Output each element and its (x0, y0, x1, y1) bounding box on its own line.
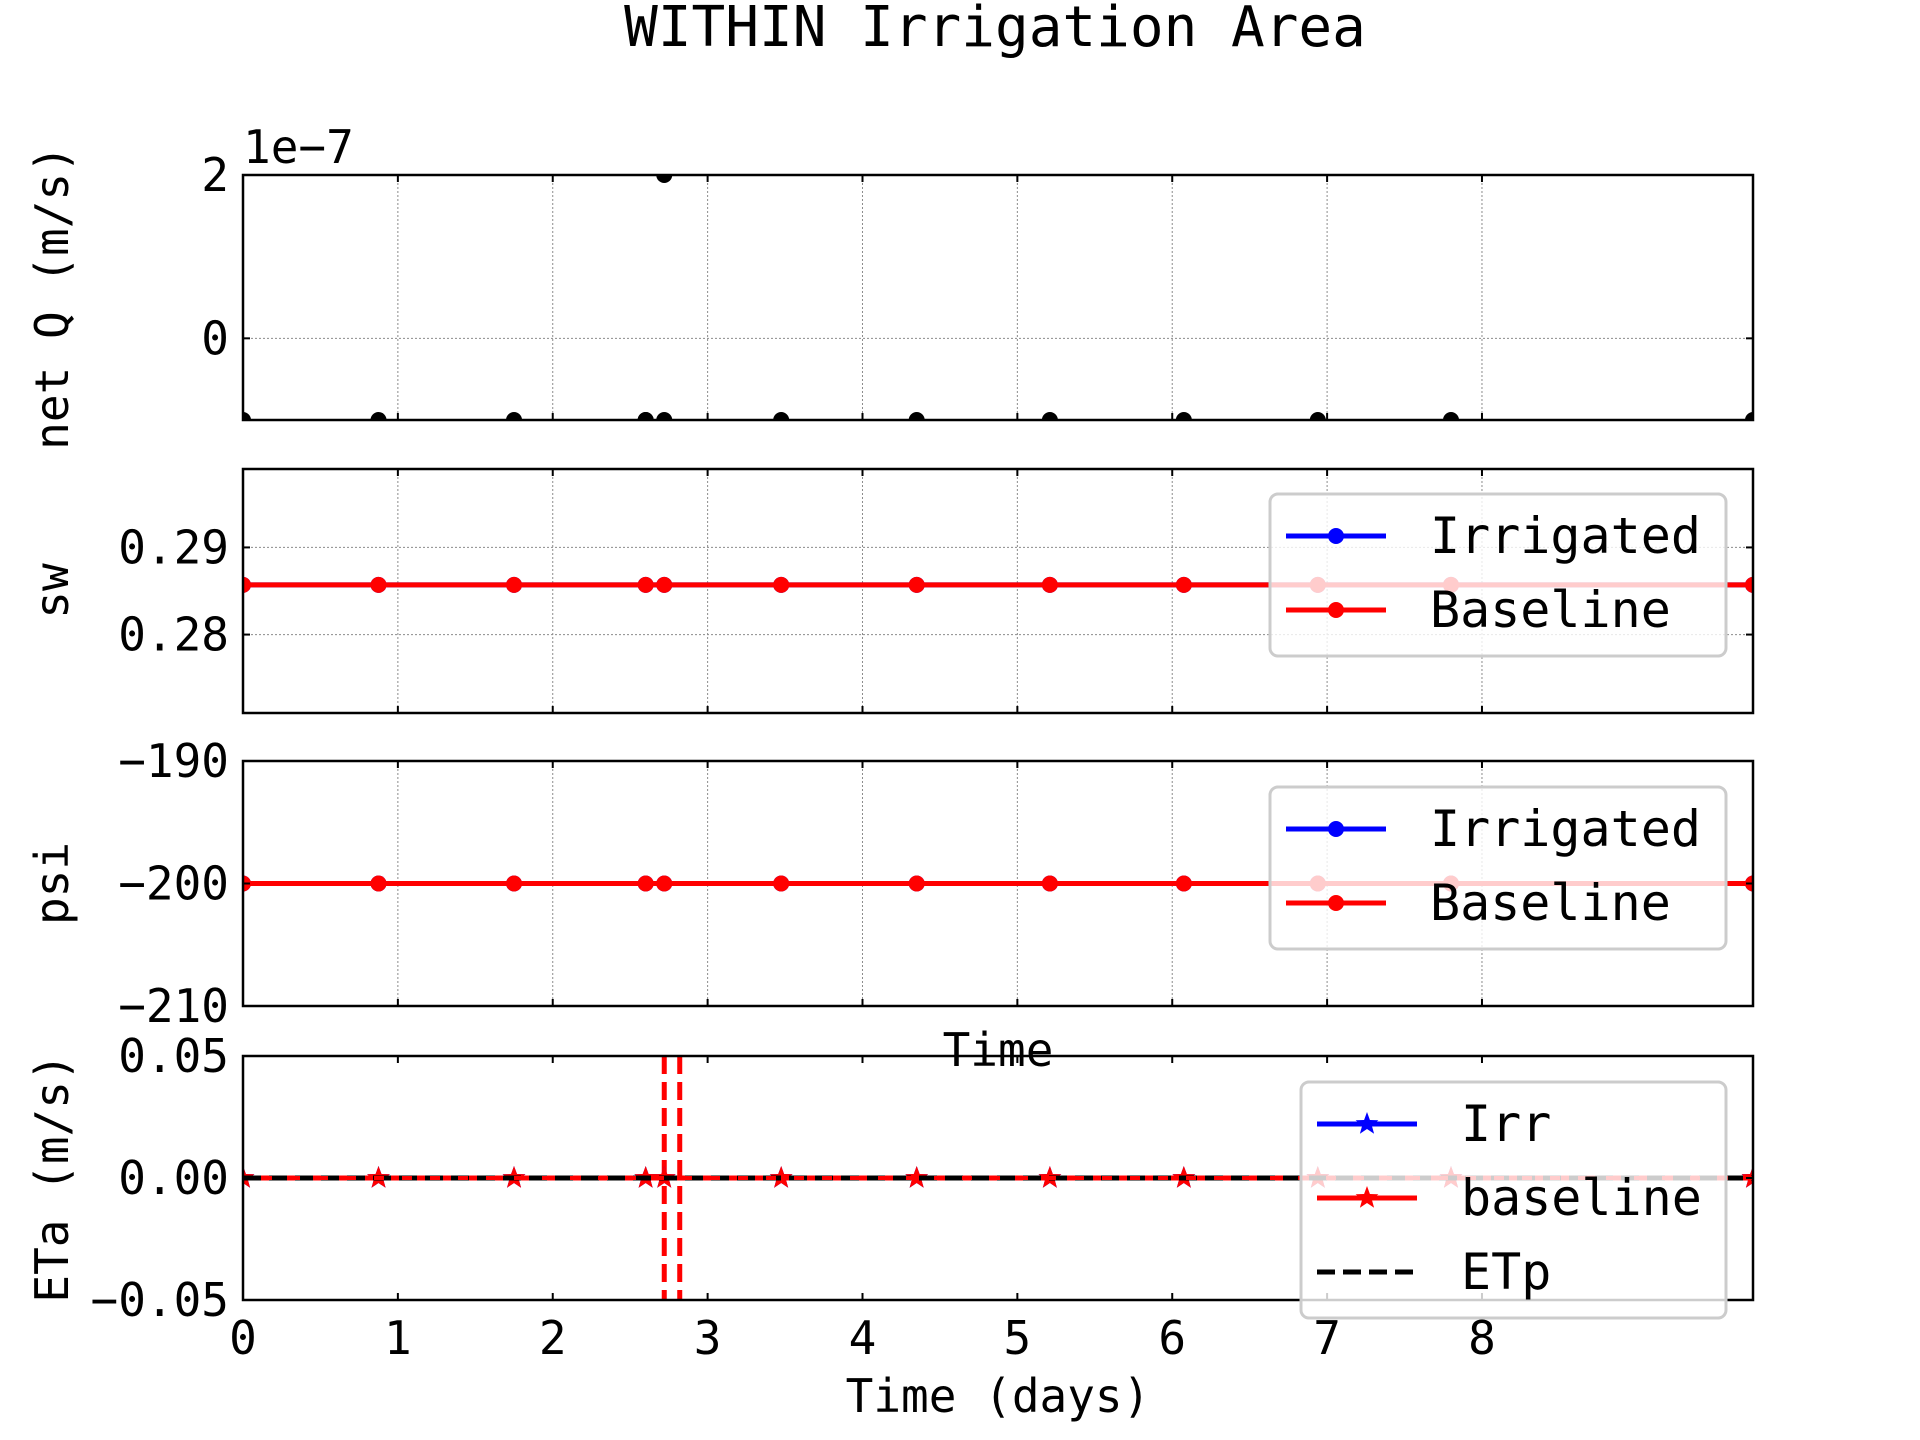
series-netq-point (656, 175, 673, 183)
y-axis-label: net Q (m/s) (25, 145, 79, 450)
ticks: −0.05 0.00 0.05 0 1 2 3 4 5 6 7 8 (91, 1029, 1753, 1365)
x-tick-label: 1 (384, 1311, 412, 1365)
y-tick-label: 0.00 (118, 1151, 229, 1205)
panel-eta: −0.05 0.00 0.05 0 1 2 3 4 5 6 7 8 ETa (m/s) Time (day… (25, 1029, 1755, 1423)
legend-label-irrigated: Irrigated (1430, 507, 1701, 565)
x-axis-label: Time (943, 1023, 1054, 1077)
series-netq-point (637, 412, 654, 420)
series-baseline-point (656, 875, 673, 892)
axes-frame (241, 467, 1755, 715)
legend-label-baseline: Baseline (1430, 581, 1671, 639)
y-tick-label: 0.05 (118, 1029, 229, 1083)
figure-title: WITHIN Irrigation Area (624, 0, 1366, 60)
series-baseline-point (1175, 875, 1192, 892)
legend-label-baseline: Baseline (1430, 874, 1671, 932)
y-tick-label: 2 (201, 148, 229, 202)
series-baseline-point (905, 1166, 929, 1188)
panel-psi: −210 −200 −190 psi Time Irrigated Baseline (25, 734, 1755, 1077)
series-netq-point (773, 412, 790, 420)
series-baseline-point (506, 875, 523, 892)
y-tick-label: 0.28 (118, 608, 229, 662)
series-baseline-point (1041, 576, 1058, 593)
x-tick-label: 8 (1468, 1311, 1496, 1365)
series-baseline-point (1041, 875, 1058, 892)
x-tick-label: 3 (694, 1311, 722, 1365)
series-baseline-point (243, 576, 251, 593)
legend-label-etp: ETp (1461, 1243, 1551, 1301)
y-tick-label: 0.29 (118, 520, 229, 574)
y-tick-label: −200 (118, 857, 229, 911)
series-netq-point (656, 412, 673, 420)
x-tick-label: 6 (1158, 1311, 1186, 1365)
legend-marker-irr (1355, 1112, 1379, 1134)
grid-lines (243, 174, 1753, 420)
x-tick-label: 0 (229, 1311, 257, 1365)
series-baseline-point (1175, 576, 1192, 593)
x-tick-label: 7 (1313, 1311, 1341, 1365)
y-axis-label: ETa (m/s) (25, 1053, 79, 1302)
x-axis-label: Time (days) (846, 1369, 1151, 1423)
y-tick-label: −190 (118, 734, 229, 788)
legend-marker-baseline (1355, 1186, 1379, 1208)
legend-marker-baseline (1328, 602, 1344, 618)
series-baseline-point (637, 875, 654, 892)
y-tick-label: −210 (118, 979, 229, 1033)
legend-marker-irrigated (1328, 528, 1344, 544)
series-baseline-point (908, 875, 925, 892)
series-netq-point (506, 412, 523, 420)
series-baseline-point (506, 576, 523, 593)
x-tick-label: 2 (539, 1311, 567, 1365)
x-tick-label: 5 (1004, 1311, 1032, 1365)
series-netq-point (1041, 412, 1058, 420)
legend-label-irr: Irr (1461, 1095, 1551, 1153)
y-offset-label: 1e−7 (243, 120, 354, 174)
legend-marker-irrigated (1328, 821, 1344, 837)
legend-label-irrigated: Irrigated (1430, 800, 1701, 858)
series-baseline-point (370, 576, 387, 593)
axes-frame (241, 173, 1755, 422)
x-tick-label: 4 (849, 1311, 877, 1365)
series-baseline-point (908, 576, 925, 593)
series-baseline-point (637, 576, 654, 593)
ticks: 02 (201, 148, 1753, 420)
y-tick-label: 0 (201, 311, 229, 365)
legend: Irr baseline ETp (1299, 1080, 1728, 1320)
legend-box (1299, 1080, 1728, 1320)
y-axis-label: psi (25, 842, 79, 925)
series-netq (243, 175, 1753, 420)
legend: Irrigated Baseline (1268, 785, 1728, 951)
series-netq-point (1309, 412, 1326, 420)
series-baseline-point-edge (1745, 576, 1753, 593)
series-netq-point (908, 412, 925, 420)
panel-sw: 0.28 0.29 sw Irrigated Baseline (25, 467, 1755, 715)
legend-marker-baseline (1328, 895, 1344, 911)
series-netq-point (243, 412, 251, 420)
ticks: 0.28 0.29 (118, 469, 1753, 713)
legend: Irrigated Baseline (1268, 492, 1728, 658)
series-netq-point (1443, 412, 1459, 420)
y-tick-label: −0.05 (91, 1273, 229, 1327)
series-baseline-point (769, 1166, 793, 1188)
legend-label-baseline: baseline (1461, 1169, 1702, 1227)
series-baseline-point (656, 576, 673, 593)
plot-area (243, 175, 1753, 420)
series-baseline-point (370, 875, 387, 892)
series-baseline-point (773, 875, 790, 892)
ticks: −210 −200 −190 (118, 734, 1753, 1033)
series-netq-point (1175, 412, 1192, 420)
series-netq-point (370, 412, 387, 420)
series-netq-point-edge (1745, 412, 1753, 420)
y-axis-label: sw (25, 563, 79, 619)
series-baseline-point (773, 576, 790, 593)
